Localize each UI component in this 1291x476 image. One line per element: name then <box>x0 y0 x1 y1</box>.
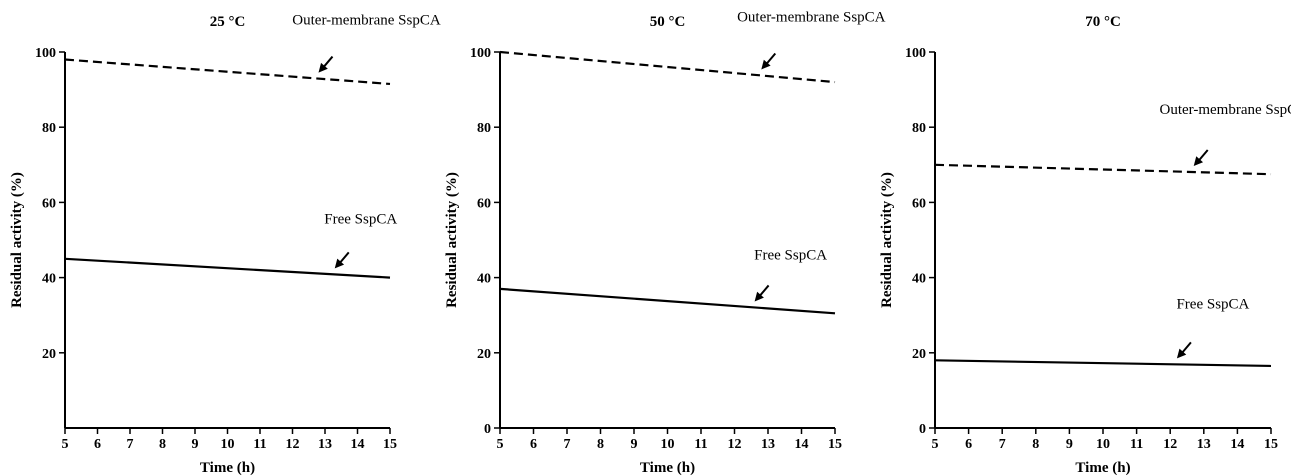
chart-title: 50 °C <box>650 14 686 30</box>
y-tick-label: 80 <box>42 121 56 136</box>
x-tick-label: 8 <box>597 437 604 452</box>
annotation-arrow-head <box>761 59 771 70</box>
y-tick-label: 100 <box>35 46 56 61</box>
x-tick-label: 11 <box>253 437 266 452</box>
y-tick-label: 0 <box>484 422 491 437</box>
chart-title: 70 °C <box>1085 14 1121 30</box>
x-axis-label: Time (h) <box>200 460 255 476</box>
x-tick-label: 7 <box>999 437 1006 452</box>
y-tick-label: 60 <box>42 196 56 211</box>
series-line-free <box>499 287 836 315</box>
x-tick-label: 9 <box>1066 437 1073 452</box>
x-tick-label: 12 <box>1163 437 1177 452</box>
y-tick-label: 100 <box>470 46 491 61</box>
series-line-free <box>934 359 1272 368</box>
y-axis-label: Residual activity (%) <box>9 172 25 308</box>
y-axis-label: Residual activity (%) <box>444 172 460 308</box>
annotation-label: Free SspCA <box>324 211 397 227</box>
x-tick-label: 6 <box>965 437 972 452</box>
x-tick-label: 5 <box>932 437 939 452</box>
series-line-outer-membrane <box>64 58 391 86</box>
y-tick-label: 20 <box>477 347 491 362</box>
x-axis-label: Time (h) <box>1075 460 1130 476</box>
x-tick-label: 14 <box>795 437 809 452</box>
x-tick-label: 7 <box>127 437 134 452</box>
series-line-outer-membrane <box>934 163 1272 176</box>
y-tick-label: 20 <box>912 347 926 362</box>
annotation-label: Free SspCA <box>754 247 827 263</box>
x-tick-label: 10 <box>221 437 235 452</box>
y-tick-label: 80 <box>477 121 491 136</box>
x-tick-label: 14 <box>351 437 365 452</box>
x-tick-label: 8 <box>159 437 166 452</box>
y-tick-label: 80 <box>912 121 926 136</box>
x-tick-label: 10 <box>661 437 675 452</box>
x-tick-label: 7 <box>564 437 571 452</box>
y-tick-label: 40 <box>912 272 926 287</box>
x-tick-label: 15 <box>383 437 397 452</box>
x-tick-label: 13 <box>318 437 332 452</box>
x-tick-label: 14 <box>1230 437 1244 452</box>
x-axis-label: Time (h) <box>640 460 695 476</box>
annotation-arrow-head <box>318 62 328 73</box>
x-tick-label: 11 <box>1130 437 1143 452</box>
series-line-outer-membrane <box>499 50 836 84</box>
y-tick-label: 100 <box>905 46 926 61</box>
series-line-free <box>64 257 391 279</box>
chart-panel-2: 50 °C 5 6 7 8 9 10 11 12 13 14 15 0 20 40 60 80 100 Time (… <box>444 9 886 476</box>
annotation-label: Outer-membrane SspCA <box>737 9 886 25</box>
y-tick-label: 40 <box>477 272 491 287</box>
y-axis-label: Residual activity (%) <box>879 172 895 308</box>
y-tick-label: 40 <box>42 272 56 287</box>
annotation-arrow-head <box>1193 156 1204 167</box>
y-tick-label: 20 <box>42 347 56 362</box>
x-tick-label: 10 <box>1096 437 1110 452</box>
x-tick-label: 15 <box>1264 437 1278 452</box>
x-tick-label: 9 <box>192 437 199 452</box>
annotation-arrow-head <box>334 258 345 269</box>
x-tick-label: 6 <box>530 437 537 452</box>
chart-panel-1: 25 °C 5 6 7 8 9 10 11 12 13 14 15 20 40 60 80 100 Time (h… <box>9 13 441 476</box>
chart-panel-3: 70 °C 5 6 7 8 9 10 11 12 13 14 15 0 20 40 60 80 100 Time (… <box>879 14 1291 476</box>
y-tick-label: 0 <box>919 422 926 437</box>
x-tick-label: 12 <box>728 437 742 452</box>
annotation-label: Outer-membrane SspCA <box>292 13 441 29</box>
x-tick-label: 6 <box>94 437 101 452</box>
annotation-arrow-head <box>1176 348 1187 359</box>
y-tick-label: 60 <box>912 196 926 211</box>
x-tick-label: 5 <box>62 437 69 452</box>
x-tick-label: 5 <box>497 437 504 452</box>
x-tick-label: 11 <box>694 437 707 452</box>
x-tick-label: 9 <box>631 437 638 452</box>
x-tick-label: 12 <box>286 437 300 452</box>
x-tick-label: 13 <box>761 437 775 452</box>
x-tick-label: 8 <box>1032 437 1039 452</box>
x-tick-label: 13 <box>1197 437 1211 452</box>
x-tick-label: 15 <box>828 437 842 452</box>
chart-title: 25 °C <box>210 14 246 30</box>
y-tick-label: 60 <box>477 196 491 211</box>
annotation-arrow-head <box>754 291 764 302</box>
annotation-label: Free SspCA <box>1176 296 1249 312</box>
annotation-label: Outer-membrane SspCA <box>1160 102 1291 118</box>
